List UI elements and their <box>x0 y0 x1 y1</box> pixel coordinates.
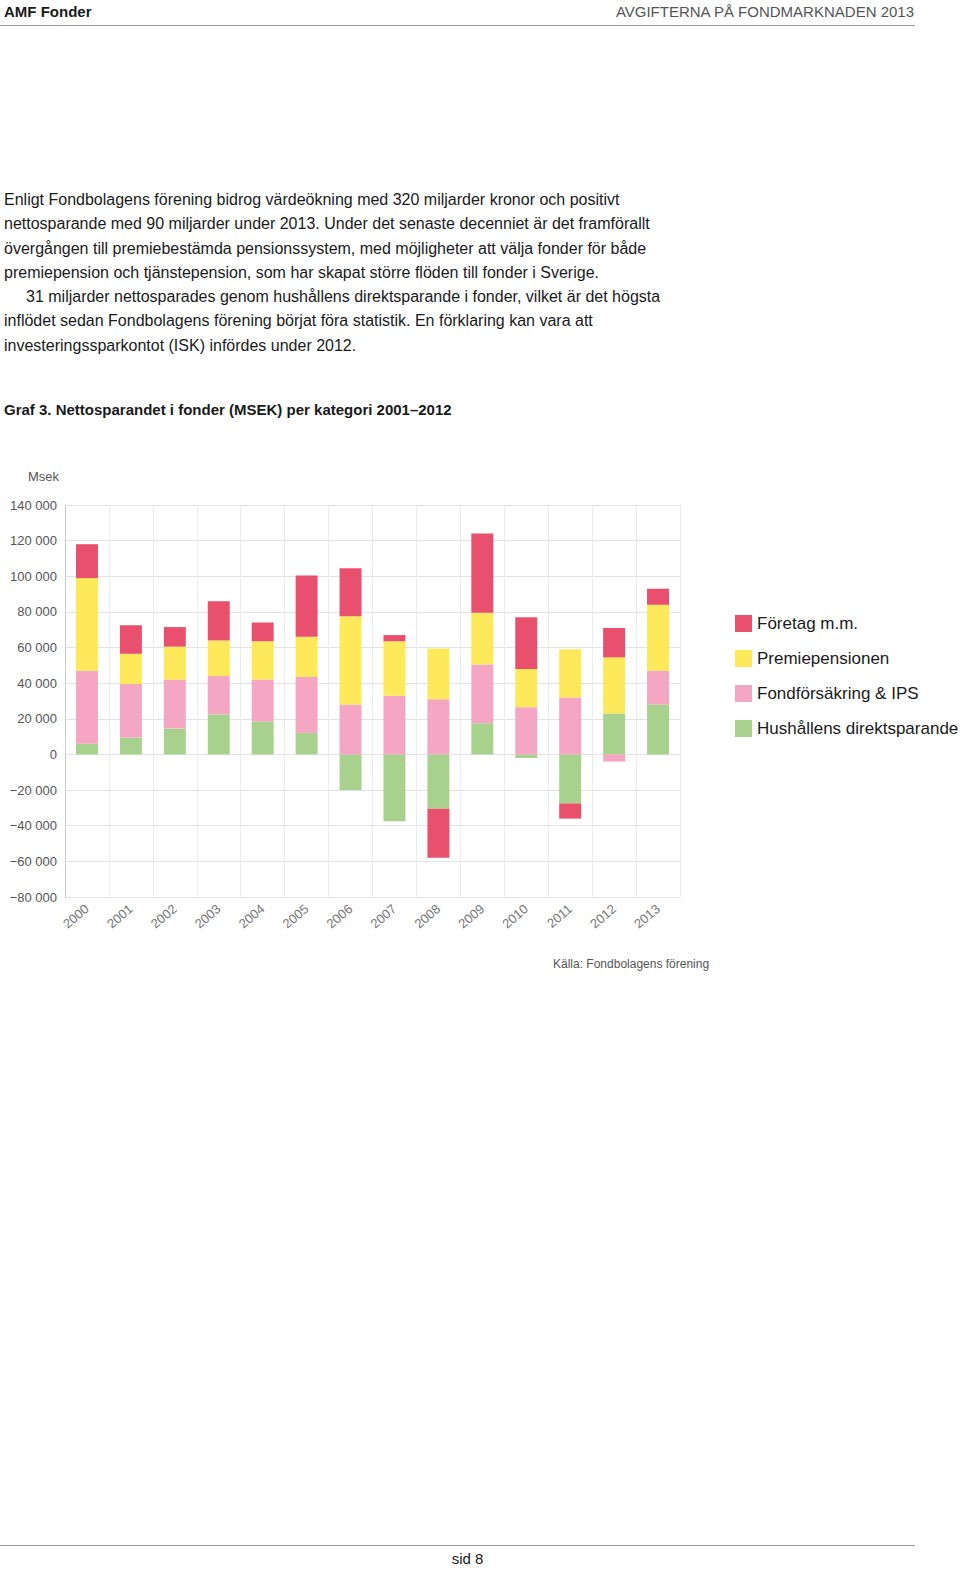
html-text:AMF Fonder: AMF Fonder <box>4 3 92 20</box>
svg-text:2002: 2002 <box>148 901 180 931</box>
svg-text:60 000: 60 000 <box>17 640 57 655</box>
svg-text:2009: 2009 <box>455 901 487 931</box>
svg-text:2012: 2012 <box>587 901 619 931</box>
svg-text:−60 000: −60 000 <box>10 854 57 869</box>
html-text:Källa: Fondbolagens förening: Källa: Fondbolagens förening <box>553 957 710 971</box>
svg-text:2010: 2010 <box>499 901 531 931</box>
svg-text:Hushållens direktsparande: Hushållens direktsparande <box>757 719 958 738</box>
svg-text:0: 0 <box>50 747 57 762</box>
svg-text:100 000: 100 000 <box>10 569 57 584</box>
svg-text:−40 000: −40 000 <box>10 818 57 833</box>
html-text:sid 8: sid 8 <box>451 1550 484 1567</box>
svg-text:2008: 2008 <box>411 901 443 931</box>
svg-text:−20 000: −20 000 <box>10 783 57 798</box>
svg-text:2007: 2007 <box>367 901 399 931</box>
svg-text:140 000: 140 000 <box>10 498 57 513</box>
svg-text:2000: 2000 <box>60 901 92 931</box>
svg-text:Fondförsäkring & IPS: Fondförsäkring & IPS <box>757 684 919 703</box>
svg-text:2001: 2001 <box>104 901 136 931</box>
svg-text:120 000: 120 000 <box>10 533 57 548</box>
svg-text:Premiepensionen: Premiepensionen <box>757 649 889 668</box>
svg-text:40 000: 40 000 <box>17 676 57 691</box>
html-text:31 miljarder nettosparades gen: 31 miljarder nettosparades genom hushåll… <box>4 288 661 354</box>
html-text:Graf 3. Nettosparandet i fonde: Graf 3. Nettosparandet i fonder (MSEK) p… <box>4 401 452 418</box>
svg-text:−80 000: −80 000 <box>10 890 57 905</box>
svg-text:80 000: 80 000 <box>17 604 57 619</box>
svg-text:2013: 2013 <box>631 901 663 931</box>
svg-text:2005: 2005 <box>280 901 312 931</box>
svg-text:2011: 2011 <box>544 901 575 930</box>
html-text:Enligt Fondbolagens förening b: Enligt Fondbolagens förening bidrog värd… <box>4 191 650 281</box>
svg-text:2004: 2004 <box>236 901 268 931</box>
svg-text:2006: 2006 <box>324 901 356 931</box>
html-text:AVGIFTERNA PÅ FONDMARKNADEN 20: AVGIFTERNA PÅ FONDMARKNADEN 2013 <box>615 3 914 20</box>
svg-text:Företag m.m.: Företag m.m. <box>757 614 858 633</box>
svg-text:2003: 2003 <box>192 901 224 931</box>
svg-text:20 000: 20 000 <box>17 711 57 726</box>
svg-text:Msek: Msek <box>28 469 60 484</box>
